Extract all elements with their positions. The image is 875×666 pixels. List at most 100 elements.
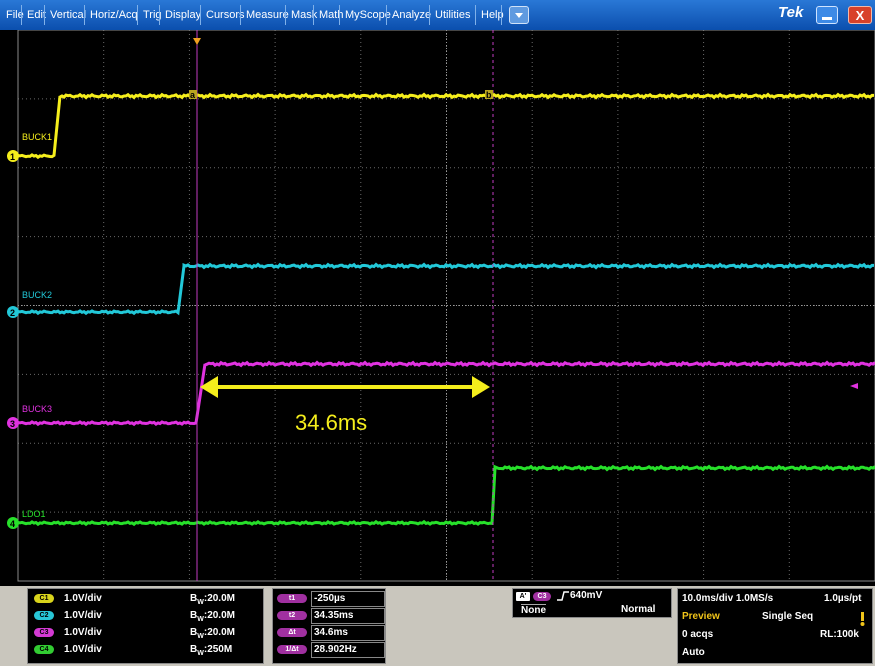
delta-time-annotation: 34.6ms: [295, 410, 367, 435]
cursor-dt-value: 34.6ms: [311, 625, 385, 641]
cursor-a-label: a: [190, 90, 196, 100]
ch1-vdiv: 1.0V/div: [64, 593, 102, 604]
cursor-readout-box[interactable]: t1 -250µs t2 34.35ms Δt 34.6ms 1/Δt 28.902Hz: [272, 588, 386, 664]
ch2-bandwidth: BW:20.0M: [190, 610, 235, 626]
bw-prefix: B: [190, 627, 198, 638]
acquisition-box[interactable]: 10.0ms/div 1.0MS/s 1.0µs/pt Preview Single …: [677, 588, 873, 664]
ch1-marker[interactable]: 1: [7, 150, 19, 162]
minimize-icon[interactable]: [816, 6, 838, 24]
ch4-vdiv: 1.0V/div: [64, 644, 102, 655]
ch3-waveform: [16, 360, 875, 427]
bw-separator: :: [203, 610, 208, 621]
bw-prefix: B: [190, 593, 198, 604]
menu-item-edit[interactable]: Edit: [27, 9, 46, 21]
acq-rl: RL:100k: [820, 629, 859, 640]
menu-separator: [501, 5, 502, 25]
menu-separator: [21, 5, 22, 25]
bw-separator: :: [203, 627, 208, 638]
acq-acqs: 0 acqs: [682, 629, 714, 640]
ch1-marker-num: 1: [10, 152, 15, 162]
bw-separator: :: [203, 593, 208, 604]
ch3-vdiv: 1.0V/div: [64, 627, 102, 638]
bw-value: 250M: [207, 644, 233, 655]
ch1-waveform: [16, 92, 874, 160]
cursor-b-label: b: [486, 90, 492, 100]
menu-item-vertical[interactable]: Vertical: [50, 9, 87, 21]
cursor-t2-tag: t2: [277, 611, 307, 620]
cursor-t1-tag: t1: [277, 594, 307, 603]
acq-res: 1.0µs/pt: [824, 593, 862, 604]
grid-lines: [17, 29, 875, 582]
ch3-marker[interactable]: 3: [7, 417, 19, 429]
menu-item-math[interactable]: Math: [319, 9, 344, 21]
menu-item-help[interactable]: Help: [481, 9, 504, 21]
bw-subscript: W: [197, 616, 204, 623]
acq-state: Preview: [682, 611, 720, 622]
menu-item-file[interactable]: File: [6, 9, 24, 21]
bw-value: 20.0M: [207, 627, 235, 638]
menu-item-measure[interactable]: Measure: [246, 9, 289, 21]
waveform-display[interactable]: a b 1 BUCK1 2 BUCK2 3 BUCK3 4 LDO1 34.6ms: [0, 29, 875, 586]
cursor-t1-value: -250µs: [311, 591, 385, 607]
cursor-t2-value: 34.35ms: [311, 608, 385, 624]
trigger-coupling: None: [521, 604, 546, 616]
delta-arrow: [200, 376, 490, 398]
menu-separator: [475, 5, 476, 25]
ch3-bandwidth: BW:20.0M: [190, 627, 235, 643]
bw-subscript: W: [197, 633, 204, 640]
ch4-marker-num: 4: [10, 519, 15, 529]
dropdown-arrow-icon[interactable]: [509, 6, 529, 24]
menu-bar: File Edit Vertical Horiz/Acq Trig Display Curs…: [0, 0, 875, 30]
menu-item-myscope[interactable]: MyScope: [345, 9, 391, 21]
menu-separator: [313, 5, 314, 25]
bw-prefix: B: [190, 644, 198, 655]
ch2-marker[interactable]: 2: [7, 306, 19, 318]
menu-separator: [429, 5, 430, 25]
acq-timebase: 10.0ms/div 1.0MS/s: [682, 593, 774, 604]
menu-separator: [339, 5, 340, 25]
ch2-vdiv: 1.0V/div: [64, 610, 102, 621]
ch4-marker[interactable]: 4: [7, 517, 19, 529]
menu-item-display[interactable]: Display: [165, 9, 202, 21]
ch3-marker-num: 3: [10, 419, 15, 429]
menu-item-mask[interactable]: Mask: [291, 9, 318, 21]
ch3-tag[interactable]: C3: [34, 628, 54, 637]
ch2-marker-num: 2: [10, 308, 15, 318]
cursor-inv-tag: 1/Δt: [277, 645, 307, 654]
trigger-source-tag: C3: [533, 592, 551, 601]
ch1-bandwidth: BW:20.0M: [190, 593, 235, 609]
bw-subscript: W: [197, 650, 204, 657]
menu-separator: [84, 5, 85, 25]
ch2-tag[interactable]: C2: [34, 611, 54, 620]
close-icon[interactable]: X: [848, 6, 872, 24]
menu-item-cursors[interactable]: Cursors: [206, 9, 245, 21]
ch4-label: LDO1: [22, 509, 46, 519]
cursor-b-label-box: [485, 90, 493, 99]
status-panel: C1 1.0V/div BW:20.0M C2 1.0V/div BW:20.0M C3 1.…: [0, 586, 875, 666]
ch1-tag[interactable]: C1: [34, 594, 54, 603]
trigger-position-icon: [193, 38, 201, 45]
bw-subscript: W: [197, 599, 204, 606]
rising-edge-icon: [557, 590, 569, 606]
menu-item-utilities[interactable]: Utilities: [435, 9, 471, 21]
trigger-type: Normal: [621, 604, 656, 615]
brand-logo: Tek: [778, 4, 804, 21]
trigger-level: 640mV: [570, 590, 603, 601]
trigger-readout-box[interactable]: A' C3 640mV None Normal: [512, 588, 672, 618]
menu-separator: [200, 5, 201, 25]
acq-seq: Single Seq: [762, 611, 814, 622]
ch2-waveform: [16, 262, 874, 316]
ch4-tag[interactable]: C4: [34, 645, 54, 654]
menu-item-analyze[interactable]: Analyze: [392, 9, 432, 21]
menu-separator: [44, 5, 45, 25]
bw-value: 20.0M: [207, 610, 235, 621]
cursor-inv-value: 28.902Hz: [311, 642, 385, 658]
ch4-waveform: [16, 464, 875, 527]
menu-separator: [285, 5, 286, 25]
menu-item-horizacq[interactable]: Horiz/Acq: [90, 9, 138, 21]
run-indicator-icon: [858, 612, 866, 630]
menu-item-trig[interactable]: Trig: [143, 9, 162, 21]
channel-settings-box: C1 1.0V/div BW:20.0M C2 1.0V/div BW:20.0M C3 1.…: [27, 588, 264, 664]
bw-value: 20.0M: [207, 593, 235, 604]
ch1-label: BUCK1: [22, 132, 52, 142]
